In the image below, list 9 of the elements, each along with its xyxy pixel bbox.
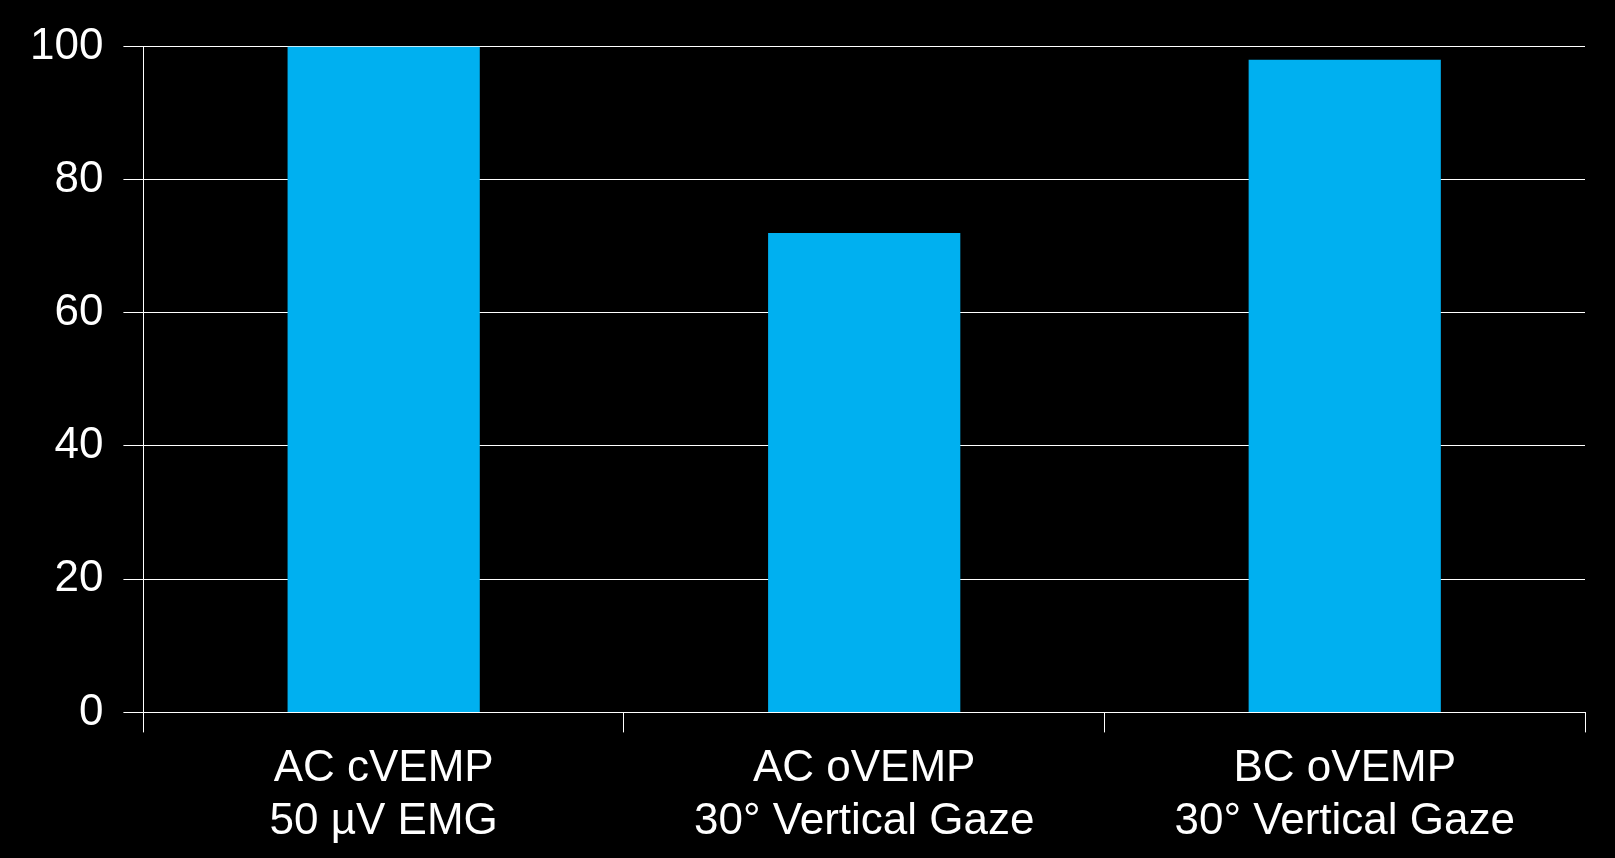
y-tick-label: 80 (54, 151, 104, 201)
x-tick-label: AC oVEMP 30° Vertical Gaze (693, 740, 1035, 843)
y-tick-label: 0 (78, 684, 104, 734)
x-tick-label: BC oVEMP 30° Vertical Gaze (1174, 740, 1515, 843)
y-tick-label: 100 (29, 18, 104, 68)
y-tick-label: 60 (54, 284, 104, 334)
x-tick-label: AC cVEMP 50 µV EMG (269, 740, 498, 843)
y-tick-label: 40 (54, 418, 104, 468)
y-tick-label: 20 (54, 551, 104, 601)
